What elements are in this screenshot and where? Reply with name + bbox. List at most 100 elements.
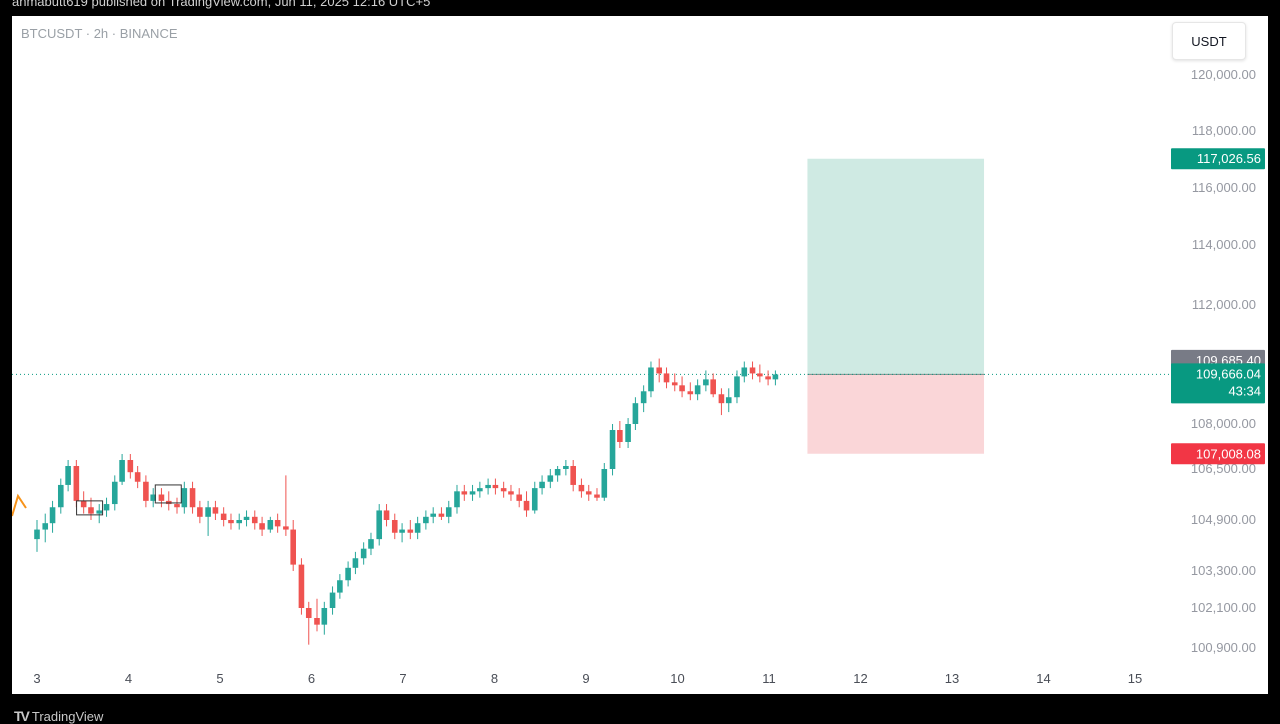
candle-body	[461, 491, 468, 495]
candle-body	[414, 523, 421, 533]
candle-body	[516, 494, 523, 501]
candle	[585, 484, 592, 501]
candle-body	[337, 580, 343, 593]
candle-body	[220, 513, 227, 520]
candle-body	[42, 523, 49, 530]
candle-body	[578, 484, 585, 492]
candle-body	[345, 567, 351, 581]
candle	[197, 500, 203, 524]
chart-frame[interactable]: 120,000.00 118,000.00 116,000.00 114,000.00…	[12, 16, 1268, 694]
candle	[220, 507, 227, 527]
candle-body	[383, 510, 390, 520]
candle	[150, 488, 157, 508]
candle	[445, 500, 452, 524]
candle-body	[243, 516, 250, 520]
candle-body	[632, 403, 639, 424]
currency-button[interactable]: USDT	[1172, 22, 1246, 60]
candle	[111, 475, 118, 511]
candle	[143, 475, 149, 508]
candle-body	[143, 481, 149, 501]
candle	[679, 376, 685, 398]
candle-body	[329, 592, 336, 608]
candle	[57, 478, 64, 514]
price-tick-label: 102,100.00	[1191, 600, 1256, 615]
candle	[772, 370, 779, 386]
candle	[251, 510, 258, 530]
candle-body	[594, 494, 600, 498]
candle	[539, 475, 545, 495]
candle-body	[554, 469, 561, 476]
candle-body	[236, 520, 243, 524]
candle	[391, 513, 398, 540]
candle	[42, 513, 49, 543]
candle-body	[718, 394, 725, 404]
candle	[648, 361, 654, 398]
candle-body	[290, 529, 296, 565]
candle	[103, 497, 110, 517]
arrow-drawing	[12, 493, 27, 517]
candle	[368, 532, 374, 556]
candle	[656, 358, 662, 383]
candle-body	[259, 523, 265, 530]
candle	[500, 481, 507, 498]
candle-body	[656, 367, 662, 374]
stop-price-badge: 107,008.08	[1171, 443, 1265, 465]
candle	[314, 598, 320, 632]
candle	[212, 500, 219, 520]
rectangle-drawing	[76, 500, 104, 516]
candle	[687, 382, 694, 401]
candle-body	[352, 558, 359, 568]
candle	[508, 484, 514, 501]
price-tick-label: 112,000.00	[1192, 297, 1256, 312]
candle	[274, 513, 281, 533]
candle-body	[725, 397, 732, 404]
candle	[383, 504, 390, 527]
candle-body	[710, 379, 716, 395]
candle	[228, 513, 234, 530]
candle	[741, 361, 748, 383]
tradingview-logo[interactable]: TV TradingView	[14, 708, 103, 724]
candle-body	[585, 491, 592, 495]
price-tick-label: 114,000.00	[1192, 237, 1256, 252]
candle-body	[625, 424, 631, 442]
candle-body	[314, 618, 320, 625]
price-axis: 120,000.00 118,000.00 116,000.00 114,000.00…	[1191, 67, 1256, 655]
candle-body	[360, 548, 367, 559]
candle-body	[423, 516, 429, 524]
candle-body	[119, 460, 125, 482]
candle	[189, 481, 196, 514]
chart-canvas[interactable]: 120,000.00 118,000.00 116,000.00 114,000.00…	[12, 16, 1268, 694]
price-tick-label: 120,000.00	[1191, 67, 1256, 82]
time-tick-label: 10	[670, 671, 684, 686]
candle-body	[391, 520, 398, 533]
footer-strip	[0, 694, 1280, 720]
candle-body	[687, 391, 694, 395]
profit-zone[interactable]	[807, 158, 985, 375]
candle	[632, 397, 639, 430]
target-price-badge: 117,026.56	[1171, 148, 1265, 170]
tradingview-logo-text: TradingView	[31, 708, 104, 724]
price-tick-label: 116,000.00	[1192, 180, 1256, 195]
loss-zone[interactable]	[807, 374, 985, 454]
drawing-annotations	[12, 484, 182, 517]
price-tick-label: 108,000.00	[1191, 416, 1256, 431]
candle	[80, 491, 87, 514]
candle-body	[640, 391, 647, 404]
candle-body	[49, 507, 56, 524]
candle	[485, 478, 491, 495]
tradingview-logo-icon: TV	[14, 708, 30, 724]
candle-body	[150, 494, 157, 501]
candle-body	[158, 494, 165, 501]
candle	[283, 475, 289, 536]
candle	[640, 385, 647, 413]
candle	[601, 463, 608, 501]
candle	[454, 484, 460, 514]
candle	[96, 504, 103, 524]
last-price-badge-text: 109,666.04	[1196, 366, 1261, 381]
candle-body	[563, 466, 569, 469]
candle	[158, 488, 165, 508]
candle-body	[757, 373, 763, 377]
candle-body	[88, 507, 94, 514]
symbol-label[interactable]: BTCUSDT · 2h · BINANCE	[21, 26, 178, 41]
candle	[563, 460, 569, 476]
